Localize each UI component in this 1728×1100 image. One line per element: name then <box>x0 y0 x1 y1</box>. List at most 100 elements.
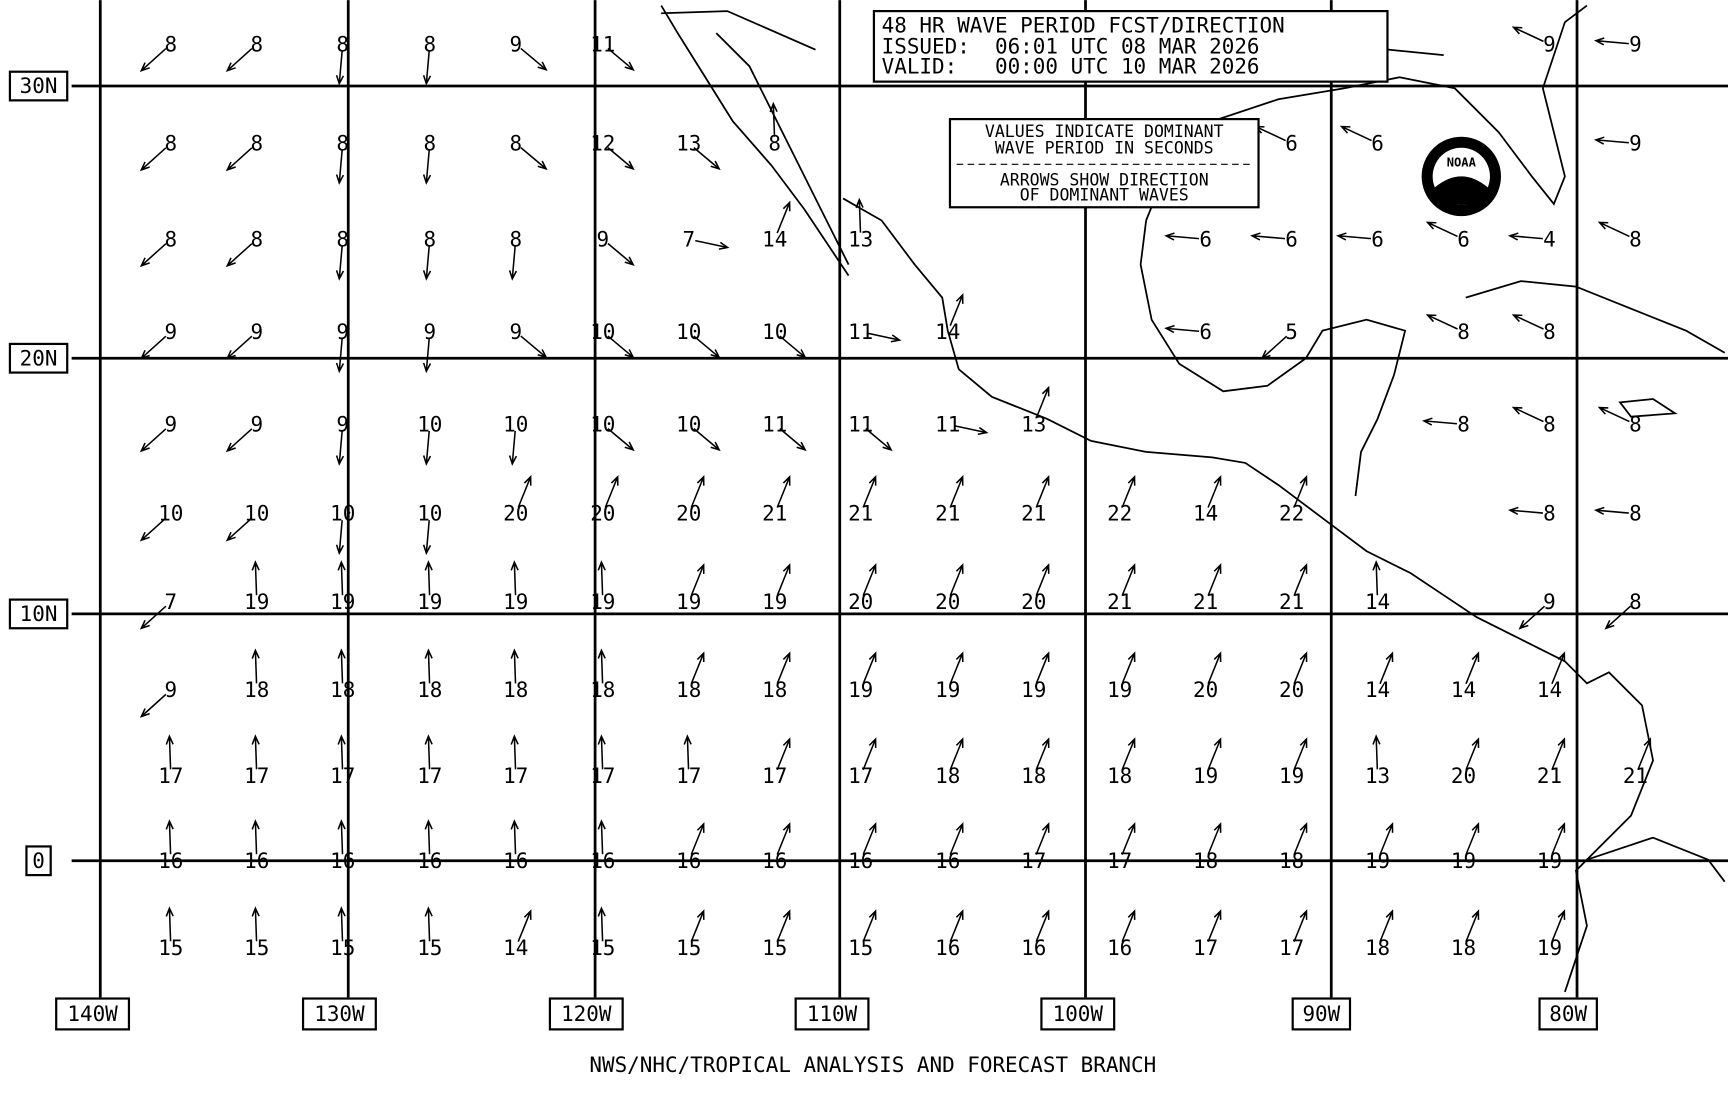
direction-arrow <box>1637 737 1652 771</box>
direction-arrow <box>1425 221 1458 238</box>
direction-arrow <box>1604 605 1632 630</box>
wave-period: 8 <box>250 227 263 251</box>
direction-arrow <box>139 48 167 73</box>
direction-arrow <box>1035 563 1050 596</box>
longitude-label-box <box>548 997 624 1031</box>
wave-period: 14 <box>762 227 787 251</box>
direction-arrow <box>335 149 345 185</box>
direction-arrow <box>251 560 260 596</box>
direction-arrow <box>1260 335 1288 360</box>
longitude-label: 110W <box>807 1002 858 1026</box>
direction-arrow <box>424 906 433 942</box>
direction-arrow <box>1551 822 1566 855</box>
wave-period: 12 <box>590 131 615 155</box>
direction-arrow <box>690 651 705 685</box>
direction-arrow <box>776 200 791 234</box>
direction-arrow <box>597 906 606 942</box>
wave-period: 6 <box>1285 131 1298 155</box>
direction-arrow <box>225 428 253 453</box>
direction-arrow <box>607 47 635 71</box>
wave-period: 8 <box>1629 412 1642 436</box>
wave-period: 6 <box>1199 227 1212 251</box>
wave-period: 21 <box>762 502 787 526</box>
wave-period: 17 <box>1107 849 1132 873</box>
wave-period: 9 <box>165 678 178 702</box>
direction-arrow <box>337 906 346 942</box>
wave-period: 22 <box>1107 502 1132 526</box>
longitude-label-box <box>1291 997 1352 1031</box>
latitude-label-box <box>8 342 69 374</box>
direction-arrow <box>1293 737 1308 771</box>
wave-period: 11 <box>590 32 615 56</box>
wave-period: 9 <box>165 320 178 344</box>
direction-arrow <box>949 475 964 508</box>
direction-arrow <box>1593 136 1629 145</box>
longitude-label-box <box>55 997 131 1031</box>
direction-arrow <box>1293 909 1308 942</box>
wave-period: 19 <box>848 678 873 702</box>
note-box <box>948 118 1260 209</box>
logo-text: NOAA <box>1447 156 1477 170</box>
direction-arrow <box>1293 822 1308 855</box>
wave-period: 9 <box>250 412 263 436</box>
direction-arrow <box>1121 475 1136 508</box>
direction-arrow <box>508 430 518 466</box>
direction-arrow <box>251 734 260 770</box>
wave-period: 6 <box>1371 227 1384 251</box>
wave-period: 6 <box>1457 227 1470 251</box>
direction-arrow <box>1293 563 1308 596</box>
wave-period: 8 <box>423 227 436 251</box>
wave-period: 16 <box>935 849 960 873</box>
wave-period: 8 <box>509 227 522 251</box>
wave-period: 9 <box>165 412 178 436</box>
direction-arrow <box>1035 909 1050 942</box>
wave-period: 8 <box>250 32 263 56</box>
wave-period: 8 <box>336 227 349 251</box>
wave-period: 8 <box>423 131 436 155</box>
direction-arrow <box>1551 909 1566 942</box>
latitude-label: 0 <box>32 849 45 873</box>
wave-period: 8 <box>1629 590 1642 614</box>
wave-period: 18 <box>1193 849 1218 873</box>
direction-arrow <box>1121 822 1136 855</box>
direction-arrow <box>1465 737 1480 771</box>
direction-arrow <box>597 734 606 770</box>
wave-period: 15 <box>676 936 701 960</box>
wave-period: 19 <box>935 678 960 702</box>
direction-arrow <box>862 822 877 855</box>
wave-period: 20 <box>1279 678 1304 702</box>
direction-arrow <box>1465 822 1480 855</box>
direction-arrow <box>690 822 705 855</box>
direction-arrow <box>867 332 902 343</box>
wave-period: 8 <box>768 131 781 155</box>
wave-period-grid: 8 8 8 8 9 11 9 9 8 8 8 8 8 12 13 8 6 6 9 8 8 8 8 8 9 7 14 13 6 6 6 6 4 8 9… <box>139 26 1652 960</box>
latitude-label-box <box>8 70 69 102</box>
direction-arrow <box>424 648 433 684</box>
wave-period: 10 <box>762 320 787 344</box>
direction-arrow <box>862 909 877 942</box>
longitude-label: 90W <box>1302 1002 1340 1026</box>
wave-period: 11 <box>848 412 873 436</box>
wave-period: 19 <box>1537 849 1562 873</box>
direction-arrow <box>422 338 432 374</box>
direction-arrow <box>1507 232 1543 241</box>
direction-arrow <box>520 147 548 171</box>
direction-arrow <box>1379 822 1394 855</box>
wave-period: 8 <box>1457 412 1470 436</box>
wave-period: 20 <box>1021 590 1046 614</box>
wave-period: 21 <box>1279 590 1304 614</box>
valid-time: VALID: 00:00 UTC 10 MAR 2026 <box>882 54 1260 78</box>
wave-period: 7 <box>682 227 695 251</box>
direction-arrow <box>517 909 532 942</box>
direction-arrow <box>337 560 346 596</box>
direction-arrow <box>779 335 807 359</box>
wave-period: 14 <box>1537 678 1562 702</box>
direction-arrow <box>422 245 432 281</box>
wave-period: 7 <box>165 590 178 614</box>
direction-arrow <box>776 475 791 508</box>
direction-arrow <box>335 338 345 374</box>
coastline <box>1139 4 1588 497</box>
wave-period: 9 <box>1543 32 1556 56</box>
wave-period: 8 <box>1543 320 1556 344</box>
issued-time: ISSUED: 06:01 UTC 08 MAR 2026 <box>882 34 1260 58</box>
